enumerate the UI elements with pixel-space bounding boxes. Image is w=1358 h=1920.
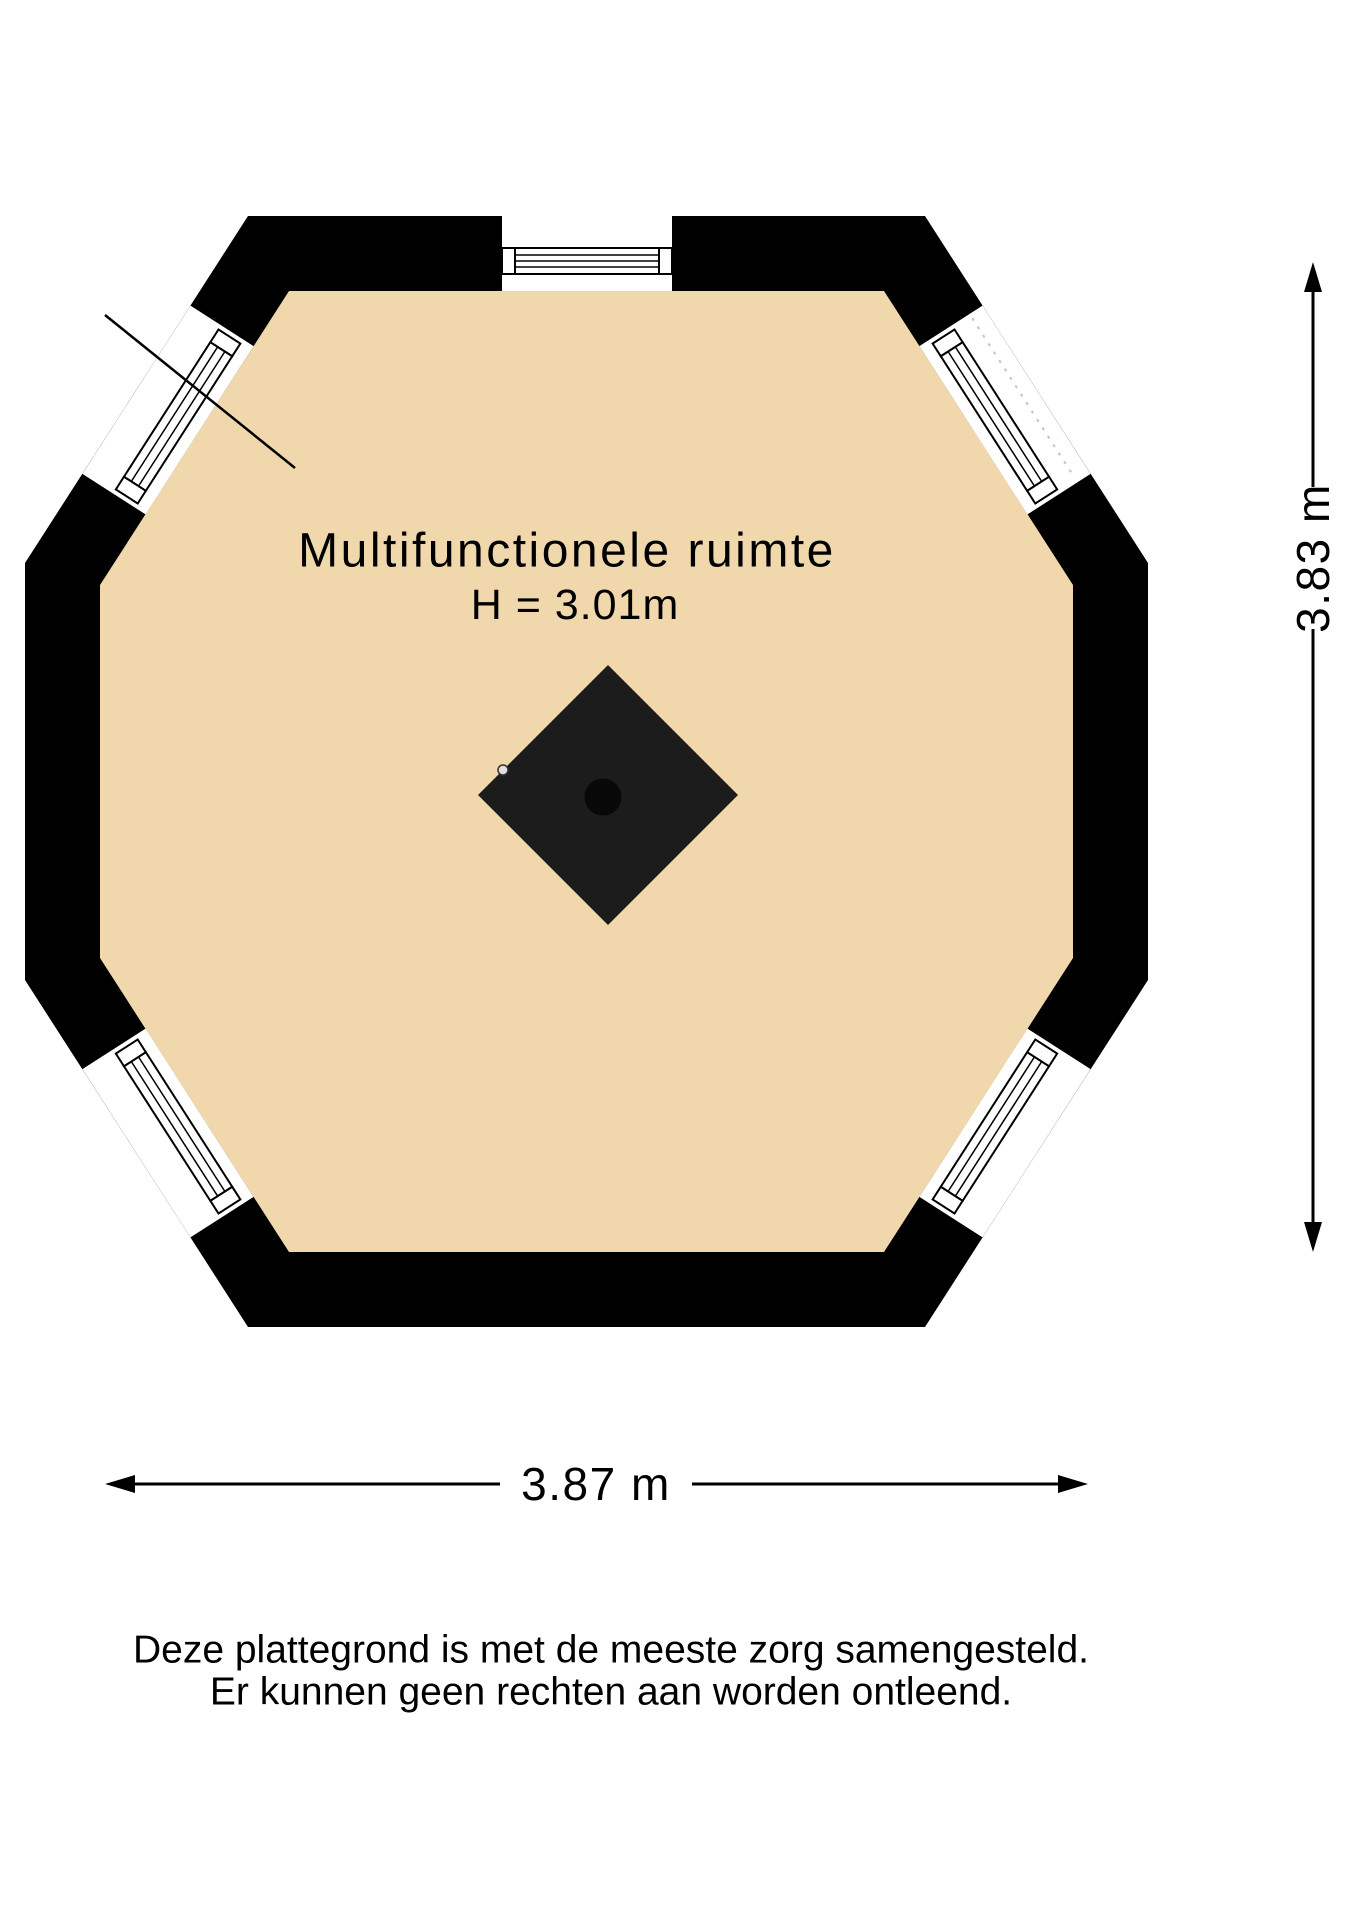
disclaimer-line-2: Er kunnen geen rechten aan worden ontlee… <box>210 1671 1012 1714</box>
window-se-glazing-line <box>947 1056 1036 1192</box>
height-dimension-label: 3.83 m <box>1287 483 1339 633</box>
window-top <box>501 216 673 291</box>
height-arrowhead-bottom <box>1304 1222 1322 1252</box>
width-dimension: 3.87 m <box>105 1458 1088 1510</box>
room-height-label: H = 3.01m <box>471 581 680 629</box>
column-flue-circle <box>584 778 622 816</box>
window-sw-endcap <box>208 1185 242 1215</box>
window-nw-glazing-line <box>130 346 219 482</box>
window-se-glazing-line <box>954 1061 1043 1197</box>
window-nw-glazing-line <box>137 351 226 487</box>
width-arrowhead-left <box>105 1475 135 1493</box>
window-nw-endcap <box>114 475 148 505</box>
window-ne-glazing-line <box>954 346 1043 482</box>
window-ne-drip-line <box>971 317 1076 479</box>
disclaimer-line-1: Deze plattegrond is met de meeste zorg s… <box>133 1629 1089 1672</box>
door-swing-line <box>104 314 296 469</box>
window-southwest <box>82 1028 254 1238</box>
window-southeast <box>919 1028 1091 1238</box>
width-dimension-label: 3.87 m <box>521 1458 671 1510</box>
window-sw-glazing-line <box>130 1061 219 1197</box>
window-ne-endcap <box>931 328 965 358</box>
window-northeast <box>919 305 1091 515</box>
window-se-endcap <box>1025 1038 1059 1068</box>
window-ne-glazing-line <box>947 351 1036 487</box>
window-se-endcap <box>931 1185 965 1215</box>
window-sw-endcap <box>114 1038 148 1068</box>
window-top-endcap <box>501 247 516 275</box>
window-top-endcap <box>658 247 673 275</box>
window-ne-endcap <box>1025 475 1059 505</box>
window-northwest <box>82 305 254 515</box>
height-dimension: 3.83 m <box>1287 262 1339 1252</box>
center-column <box>478 665 738 925</box>
window-nw-endcap <box>208 328 242 358</box>
height-arrowhead-top <box>1304 262 1322 292</box>
pivot-marker <box>497 764 509 776</box>
window-sw-glazing-line <box>137 1056 226 1192</box>
width-arrowhead-right <box>1058 1475 1088 1493</box>
room-label: Multifunctionele ruimte <box>298 525 836 578</box>
